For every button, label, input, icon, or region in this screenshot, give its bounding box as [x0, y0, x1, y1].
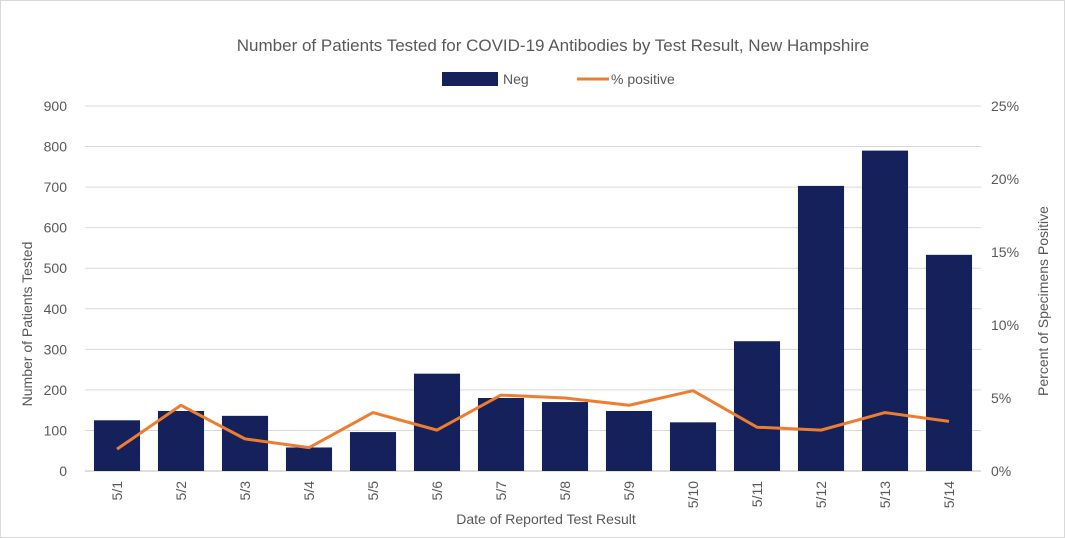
- y-tick-label: 400: [44, 301, 68, 317]
- y-tick-label: 500: [44, 260, 68, 276]
- bar-5-14: [925, 254, 973, 471]
- bar-5-9: [605, 410, 653, 471]
- x-tick-label: 5/1: [109, 481, 125, 501]
- y2-tick-label: 25%: [991, 98, 1019, 114]
- chart-title: Number of Patients Tested for COVID-19 A…: [237, 36, 869, 55]
- x-axis-title: Date of Reported Test Result: [456, 511, 636, 527]
- legend-label-neg: Neg: [503, 71, 529, 87]
- x-tick-label: 5/9: [621, 481, 637, 501]
- x-tick-label: 5/7: [493, 481, 509, 501]
- pct-positive-line: [116, 389, 950, 451]
- legend-swatch-neg: [442, 72, 498, 86]
- x-tick-label: 5/13: [877, 481, 893, 508]
- bar-5-8: [541, 402, 589, 471]
- y-axis-right-ticks: 0% 5% 10% 15% 20% 25%: [991, 98, 1019, 479]
- x-tick-label: 5/5: [365, 481, 381, 501]
- y2-tick-label: 0%: [991, 463, 1011, 479]
- legend: Neg % positive: [442, 71, 675, 87]
- y2-tick-label: 5%: [991, 390, 1011, 406]
- x-tick-label: 5/6: [429, 481, 445, 501]
- bar-series-neg: [93, 150, 973, 471]
- bar-5-10: [669, 422, 717, 471]
- bar-5-3: [221, 415, 269, 471]
- y-tick-label: 0: [59, 463, 67, 479]
- bar-5-7: [477, 398, 525, 471]
- x-axis-ticks: 5/1 5/2 5/3 5/4 5/5 5/6 5/7 5/8 5/9 5/10 5/11 5/12 5…: [109, 481, 957, 508]
- y-axis-left-ticks: 0 100 200 300 400 500 600 700 800 900: [44, 98, 68, 479]
- y2-tick-label: 10%: [991, 317, 1019, 333]
- x-tick-label: 5/8: [557, 481, 573, 501]
- bar-5-2: [157, 410, 205, 471]
- x-tick-label: 5/14: [941, 481, 957, 508]
- x-tick-label: 5/4: [301, 481, 317, 501]
- bar-5-1: [93, 420, 141, 471]
- x-tick-label: 5/12: [813, 481, 829, 508]
- bar-5-13: [861, 150, 909, 471]
- y-tick-label: 100: [44, 422, 68, 438]
- x-tick-label: 5/3: [237, 481, 253, 501]
- y2-tick-label: 20%: [991, 171, 1019, 187]
- bar-5-5: [349, 432, 397, 471]
- x-tick-label: 5/11: [749, 481, 765, 507]
- y2-tick-label: 15%: [991, 244, 1019, 260]
- bar-5-4: [285, 447, 333, 471]
- y-tick-label: 600: [44, 220, 68, 236]
- gridlines: [85, 105, 981, 472]
- y-tick-label: 900: [44, 98, 68, 114]
- bar-5-11: [733, 341, 781, 471]
- y-tick-label: 300: [44, 341, 68, 357]
- line-series-pct-positive: [116, 389, 950, 451]
- legend-label-pct-positive: % positive: [611, 71, 675, 87]
- y2-axis-title: Percent of Specimens Positive: [1035, 206, 1051, 396]
- y-tick-label: 800: [44, 139, 68, 155]
- y-tick-label: 700: [44, 179, 68, 195]
- x-tick-label: 5/10: [685, 481, 701, 508]
- x-tick-label: 5/2: [173, 481, 189, 501]
- y-axis-title: Number of Patients Tested: [19, 242, 35, 407]
- y-tick-label: 200: [44, 382, 68, 398]
- bar-5-12: [797, 185, 845, 471]
